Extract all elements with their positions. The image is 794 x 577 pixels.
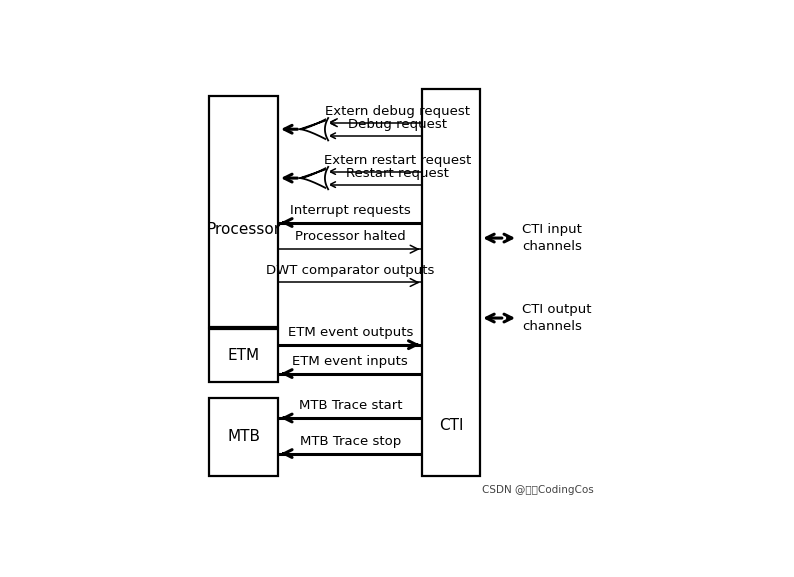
Text: MTB Trace stop: MTB Trace stop bbox=[299, 435, 401, 448]
Polygon shape bbox=[300, 167, 328, 189]
Text: Restart request: Restart request bbox=[346, 167, 449, 180]
Bar bbox=[422, 89, 480, 476]
Text: ETM event inputs: ETM event inputs bbox=[292, 355, 408, 368]
Text: DWT comparator outputs: DWT comparator outputs bbox=[266, 264, 434, 277]
Text: Extern restart request: Extern restart request bbox=[324, 154, 471, 167]
Text: ETM: ETM bbox=[228, 349, 260, 364]
Text: CTI: CTI bbox=[439, 418, 464, 433]
Text: Processor halted: Processor halted bbox=[295, 230, 406, 243]
Text: MTB Trace start: MTB Trace start bbox=[299, 399, 402, 412]
Text: Interrupt requests: Interrupt requests bbox=[290, 204, 410, 217]
Text: Extern debug request: Extern debug request bbox=[325, 105, 470, 118]
Text: CSDN @主公CodingCos: CSDN @主公CodingCos bbox=[483, 485, 594, 494]
Polygon shape bbox=[300, 118, 328, 140]
Text: MTB: MTB bbox=[227, 429, 260, 444]
Bar bbox=[209, 96, 278, 327]
Text: Debug request: Debug request bbox=[348, 118, 447, 132]
Text: CTI input
channels: CTI input channels bbox=[522, 223, 582, 253]
Bar bbox=[209, 329, 278, 383]
Bar bbox=[209, 398, 278, 476]
Text: Processor: Processor bbox=[206, 222, 281, 237]
Text: CTI output
channels: CTI output channels bbox=[522, 303, 592, 333]
Text: ETM event outputs: ETM event outputs bbox=[287, 326, 413, 339]
